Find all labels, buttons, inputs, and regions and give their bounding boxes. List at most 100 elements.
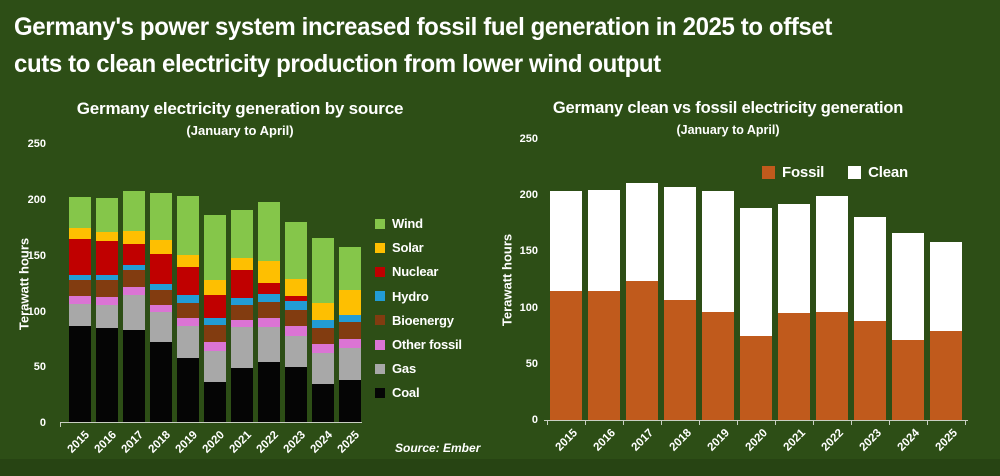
bar-2018 [664, 187, 696, 420]
segment-bioenergy-2017 [123, 270, 145, 287]
x-label-2024: 2024 [308, 429, 336, 456]
segment-wind-2020 [204, 214, 226, 281]
legend-swatch-fossil [762, 166, 775, 179]
y-tick-200: 200 [519, 189, 538, 202]
x-label-2017: 2017 [629, 427, 657, 454]
left-chart-legend: Wind Solar Nuclear Hydro Bioenergy Other foss… [375, 216, 495, 412]
segment-bioenergy-2025 [339, 321, 361, 340]
segment-gas-2022 [258, 327, 280, 362]
segment-fossil-2017 [626, 280, 658, 420]
bar-2024 [892, 233, 924, 420]
segment-coal-2025 [339, 379, 361, 423]
legend-item-coal: Coal [375, 385, 420, 401]
segment-solar-2015 [69, 227, 91, 240]
x-label-2015: 2015 [65, 429, 93, 456]
legend-item-nuclear: Nuclear [375, 264, 438, 279]
left-x-axis-line [60, 422, 362, 423]
y-tick-50: 50 [33, 361, 46, 374]
y-tick-250: 250 [519, 133, 538, 145]
left-x-axis-end-tick [60, 422, 61, 427]
bar-2023 [285, 222, 307, 423]
segment-hydro-2024 [312, 320, 334, 329]
bar-2023 [854, 216, 886, 420]
y-tick-100: 100 [27, 305, 46, 318]
segment-bioenergy-2016 [96, 280, 118, 298]
segment-solar-2018 [150, 240, 172, 254]
x-label-2023: 2023 [281, 429, 309, 456]
segment-gas-2023 [285, 336, 307, 368]
segment-fossil-2020 [740, 335, 772, 420]
segment-gas-2019 [177, 326, 199, 359]
segment-coal-2020 [204, 381, 226, 423]
segment-hydro-2018 [150, 283, 172, 291]
segment-other-fossil-2019 [177, 318, 199, 327]
segment-nuclear-2022 [258, 282, 280, 294]
segment-wind-2016 [96, 197, 118, 233]
segment-coal-2019 [177, 358, 199, 423]
segment-other-fossil-2015 [69, 295, 91, 304]
legend-label-clean: Clean [868, 164, 909, 181]
segment-other-fossil-2023 [285, 326, 307, 337]
segment-solar-2021 [231, 258, 253, 271]
bar-2017 [123, 191, 145, 423]
segment-wind-2023 [285, 222, 307, 280]
bar-2025 [339, 246, 361, 423]
x-label-2017: 2017 [119, 429, 147, 456]
x-label-2021: 2021 [227, 429, 255, 456]
segment-hydro-2021 [231, 298, 253, 305]
segment-gas-2017 [123, 294, 145, 331]
source-attribution: Source: Ember [395, 441, 481, 455]
y-tick-0: 0 [531, 414, 538, 426]
legend-swatch-coal [375, 387, 385, 398]
segment-other-fossil-2021 [231, 320, 253, 328]
x-axis-tick-1 [585, 420, 586, 425]
segment-clean-2016 [588, 189, 620, 291]
segment-clean-2015 [550, 190, 582, 291]
x-label-2018: 2018 [667, 427, 695, 454]
segment-bioenergy-2021 [231, 304, 253, 321]
segment-solar-2023 [285, 279, 307, 296]
x-axis-tick-0 [547, 420, 548, 425]
segment-clean-2022 [816, 196, 848, 313]
legend-label-wind: Wind [392, 216, 423, 231]
segment-hydro-2015 [69, 274, 91, 281]
segment-fossil-2016 [588, 290, 620, 420]
x-label-2022: 2022 [254, 429, 282, 456]
headline-line-2: cuts to clean electricity production fro… [14, 50, 661, 78]
segment-fossil-2025 [930, 331, 962, 420]
x-label-2021: 2021 [781, 427, 809, 454]
left-chart-title: Germany electricity generation by source [76, 99, 404, 118]
segment-fossil-2015 [550, 290, 582, 420]
segment-coal-2024 [312, 383, 334, 423]
x-label-2015: 2015 [553, 427, 581, 454]
x-label-2025: 2025 [335, 429, 363, 456]
y-tick-150: 150 [519, 245, 538, 258]
legend-item-fossil: Fossil [762, 164, 824, 181]
segment-coal-2023 [285, 367, 307, 423]
x-axis-tick-4 [699, 420, 700, 425]
legend-label-coal: Coal [392, 385, 420, 401]
segment-solar-2017 [123, 231, 145, 244]
legend-item-wind: Wind [375, 216, 423, 231]
x-axis-tick-3 [661, 420, 662, 425]
legend-label-solar: Solar [392, 240, 424, 256]
legend-label-bioenergy: Bioenergy [392, 312, 454, 328]
segment-nuclear-2015 [69, 239, 91, 275]
segment-clean-2017 [626, 182, 658, 281]
segment-gas-2018 [150, 311, 172, 342]
segment-other-fossil-2017 [123, 287, 145, 295]
segment-nuclear-2018 [150, 253, 172, 284]
bar-2021 [231, 210, 253, 423]
legend-item-clean: Clean [848, 164, 908, 181]
x-axis-tick-10 [927, 420, 928, 425]
legend-swatch-other-fossil [375, 339, 385, 350]
legend-item-hydro: Hydro [375, 289, 429, 304]
x-axis-tick-9 [889, 420, 890, 425]
x-label-2025: 2025 [933, 427, 961, 454]
bar-2019 [702, 190, 734, 420]
bar-2020 [204, 214, 226, 423]
bar-2016 [96, 197, 118, 423]
segment-gas-2020 [204, 350, 226, 382]
segment-solar-2016 [96, 232, 118, 242]
